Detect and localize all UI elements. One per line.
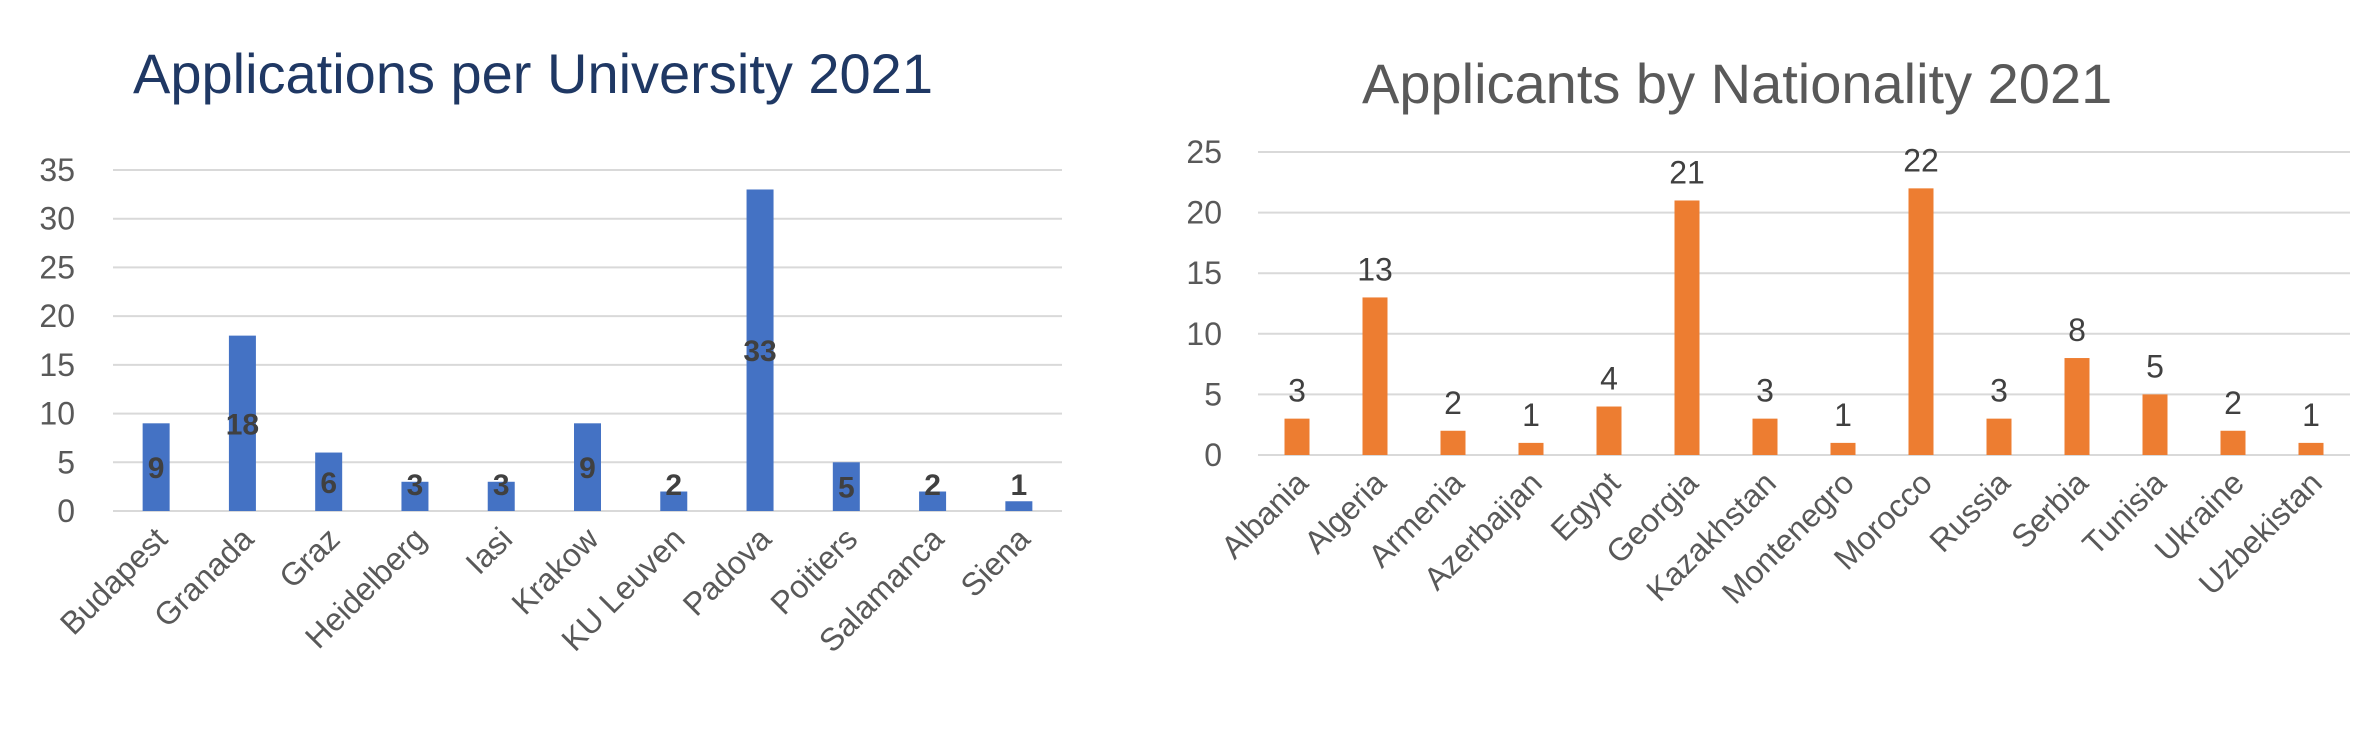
- y-tick-label: 15: [39, 347, 75, 383]
- y-tick-label: 0: [1204, 437, 1222, 473]
- bar: [315, 452, 343, 511]
- data-label: 2: [665, 469, 682, 502]
- bar: [1986, 418, 2012, 455]
- data-label: 5: [2146, 348, 2164, 384]
- data-label: 4: [1600, 361, 1618, 397]
- x-tick-label: Iasi: [459, 520, 520, 581]
- x-tick-label: Albania: [1214, 464, 1315, 565]
- y-tick-label: 5: [57, 444, 75, 480]
- bar: [1830, 442, 1856, 455]
- data-label: 3: [493, 469, 510, 502]
- data-label: 2: [2224, 385, 2242, 421]
- bar: [919, 491, 947, 511]
- y-tick-label: 35: [39, 152, 75, 188]
- bar: [228, 335, 256, 511]
- x-tick-label: Russia: [1922, 464, 2017, 559]
- x-tick-label: Padova: [676, 520, 778, 622]
- data-label: 2: [924, 469, 941, 502]
- y-tick-label: 20: [1186, 195, 1222, 231]
- y-tick-label: 25: [1186, 134, 1222, 170]
- data-label: 1: [1834, 397, 1852, 433]
- bar: [1518, 442, 1544, 455]
- bar: [142, 423, 170, 511]
- data-label: 6: [320, 467, 337, 500]
- y-tick-label: 10: [39, 396, 75, 432]
- data-label: 3: [1756, 373, 1774, 409]
- bar: [832, 462, 860, 511]
- y-tick-label: 30: [39, 201, 75, 237]
- bar: [1362, 297, 1388, 455]
- y-tick-label: 20: [39, 298, 75, 334]
- bar: [2298, 442, 2324, 455]
- x-tick-label: Siena: [953, 520, 1036, 603]
- data-label: 3: [1288, 373, 1306, 409]
- data-label: 3: [1990, 373, 2008, 409]
- y-tick-label: 5: [1204, 376, 1222, 412]
- y-tick-label: 25: [39, 249, 75, 285]
- bar: [1908, 188, 1934, 456]
- bar: [746, 189, 774, 511]
- data-label: 22: [1903, 142, 1939, 178]
- data-label: 21: [1669, 154, 1705, 190]
- bar: [487, 481, 515, 511]
- data-label: 9: [148, 452, 165, 485]
- chart-applications-per-university: Applications per University 2021 0510152…: [39, 42, 1062, 659]
- bar: [1284, 418, 1310, 455]
- bar: [1752, 418, 1778, 455]
- bar: [1596, 406, 1622, 455]
- bar: [2064, 358, 2090, 455]
- data-label: 3: [407, 469, 424, 502]
- bar: [660, 491, 688, 511]
- data-label: 18: [226, 408, 259, 441]
- bar: [401, 481, 429, 511]
- data-label: 1: [1522, 397, 1540, 433]
- data-label: 8: [2068, 312, 2086, 348]
- chart-title: Applications per University 2021: [133, 42, 933, 105]
- bar: [1674, 200, 1700, 455]
- data-label: 1: [1011, 469, 1028, 502]
- x-tick-label: Budapest: [53, 520, 174, 641]
- data-label: 2: [1444, 385, 1462, 421]
- chart-applicants-by-nationality: Applicants by Nationality 2021 051015202…: [1186, 52, 2350, 611]
- bar: [2220, 430, 2246, 455]
- data-label: 5: [838, 472, 855, 505]
- y-tick-label: 0: [57, 493, 75, 529]
- data-label: 33: [743, 335, 776, 368]
- bar: [2142, 394, 2168, 455]
- bar: [1440, 430, 1466, 455]
- chart-title: Applicants by Nationality 2021: [1362, 52, 2112, 115]
- data-label: 9: [579, 452, 596, 485]
- x-tick-label: Graz: [272, 520, 346, 594]
- y-tick-label: 15: [1186, 255, 1222, 291]
- data-label: 13: [1357, 251, 1393, 287]
- bar: [574, 423, 601, 511]
- data-label: 1: [2302, 397, 2320, 433]
- y-tick-label: 10: [1186, 316, 1222, 352]
- bar: [1005, 501, 1033, 511]
